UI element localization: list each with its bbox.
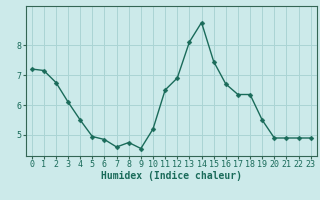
X-axis label: Humidex (Indice chaleur): Humidex (Indice chaleur): [101, 171, 242, 181]
